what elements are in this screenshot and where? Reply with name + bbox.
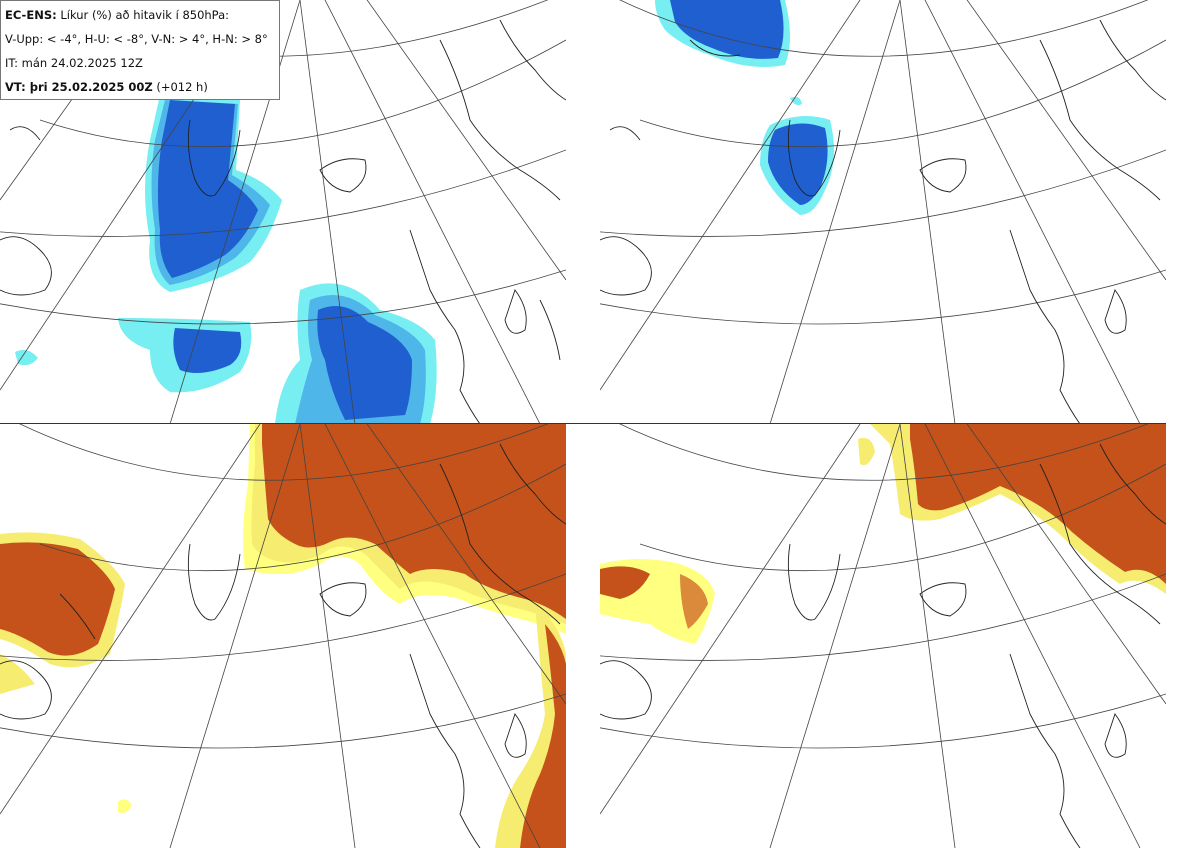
legend-title-text: Líkur (%) að hitavik í 850hPa: — [56, 8, 230, 22]
legend-valid-time: VT: þri 25.02.2025 00Z — [5, 80, 153, 94]
legend-valid-time-line: VT: þri 25.02.2025 00Z (+012 h) — [5, 75, 275, 99]
map-panel-warm-strong: 100 95 65 35 5 — [600, 424, 1166, 848]
probability-shading — [15, 94, 437, 424]
coastlines — [0, 19, 566, 424]
panel-divider-horizontal — [0, 423, 1166, 424]
probability-shading — [655, 0, 834, 215]
coastlines — [600, 19, 1166, 424]
graticule — [600, 0, 1166, 424]
graticule — [600, 424, 1166, 848]
legend-lead-time: (+012 h) — [152, 80, 208, 94]
map-panel-warm-moderate: 100 95 65 35 5 — [0, 424, 566, 848]
coastlines — [0, 443, 566, 848]
map-panel-cold-strong: 100 95 65 35 5 — [600, 0, 1166, 424]
graticule — [0, 424, 566, 848]
probability-shading — [0, 424, 566, 848]
legend-thresholds: V-Upp: < -4°, H-U: < -8°, V-N: > 4°, H-N… — [5, 32, 268, 46]
probability-shading — [600, 424, 1166, 644]
map-panel-cold-moderate: 100 95 65 35 5 — [0, 0, 566, 424]
legend-initial-time: IT: mán 24.02.2025 12Z — [5, 56, 143, 70]
coastlines — [600, 443, 1166, 848]
legend-title-line: EC-ENS: Líkur (%) að hitavik í 850hPa: — [5, 3, 275, 27]
legend-model-name: EC-ENS: — [5, 8, 57, 22]
map-legend: EC-ENS: Líkur (%) að hitavik í 850hPa: V… — [0, 0, 280, 100]
